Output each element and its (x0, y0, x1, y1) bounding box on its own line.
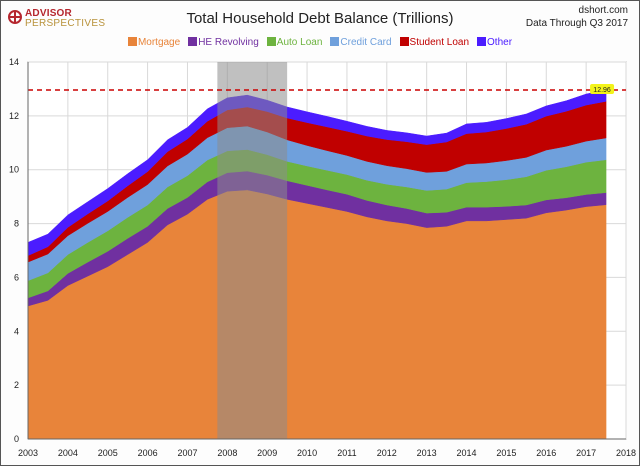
logo-line-1: ADVISOR (25, 8, 72, 19)
x-tick-label: 2015 (496, 448, 516, 458)
x-tick-label: 2010 (297, 448, 317, 458)
legend-item: Other (477, 37, 512, 48)
y-tick-label: 0 (14, 434, 19, 444)
legend-swatch (399, 37, 409, 46)
source-site: dshort.com (578, 5, 628, 16)
legend-swatch (127, 37, 137, 46)
legend-swatch (266, 37, 276, 46)
x-tick-label: 2011 (337, 448, 356, 458)
legend-item: Credit Card (330, 37, 392, 48)
x-tick-label: 2009 (257, 448, 277, 458)
legend-label: Other (487, 37, 513, 48)
chart-legend: Mortgage HE Revolving Auto Loan Credit Card… (0, 37, 640, 48)
legend-label: Credit Card (340, 37, 392, 48)
legend-swatch (477, 37, 487, 46)
legend-label: Mortgage (137, 37, 181, 48)
legend-swatch (330, 37, 340, 46)
legend-label: Student Loan (409, 37, 470, 48)
legend-item: Student Loan (399, 37, 470, 48)
legend-item: Mortgage (127, 37, 181, 48)
legend-swatch (188, 37, 198, 46)
chart-title: Total Household Debt Balance (Trillions) (186, 10, 454, 27)
x-tick-label: 2016 (536, 448, 556, 458)
y-tick-label: 14 (9, 57, 19, 67)
x-tick-label: 2018 (616, 448, 636, 458)
x-tick-label: 2007 (177, 448, 197, 458)
legend-label: Auto Loan (276, 37, 323, 48)
recession-band (217, 62, 288, 439)
legend-label: HE Revolving (198, 37, 259, 48)
y-tick-label: 2 (14, 380, 19, 390)
y-tick-label: 8 (14, 219, 19, 229)
x-tick-label: 2005 (98, 448, 118, 458)
legend-item: Auto Loan (266, 37, 323, 48)
y-tick-label: 12 (9, 111, 19, 121)
x-tick-label: 2014 (457, 448, 477, 458)
reference-label: 12.96 (593, 87, 611, 94)
y-tick-label: 10 (9, 165, 19, 175)
legend-item: HE Revolving (188, 37, 259, 48)
source-note: dshort.com Data Through Q3 2017 (526, 4, 628, 30)
y-tick-label: 6 (14, 272, 19, 282)
logo-crosshair-icon (8, 10, 22, 24)
x-tick-label: 2006 (138, 448, 158, 458)
logo-line-2: PERSPECTIVES (25, 18, 106, 29)
x-tick-label: 2003 (18, 448, 38, 458)
x-tick-label: 2017 (576, 448, 596, 458)
x-tick-label: 2012 (377, 448, 397, 458)
x-tick-label: 2004 (58, 448, 78, 458)
advisor-perspectives-logo: ADVISOR PERSPECTIVES (8, 8, 118, 30)
x-tick-label: 2008 (217, 448, 237, 458)
source-date: Data Through Q3 2017 (525, 18, 628, 29)
y-tick-label: 4 (14, 326, 19, 336)
x-tick-label: 2013 (417, 448, 437, 458)
reference-label-bg (590, 84, 615, 95)
